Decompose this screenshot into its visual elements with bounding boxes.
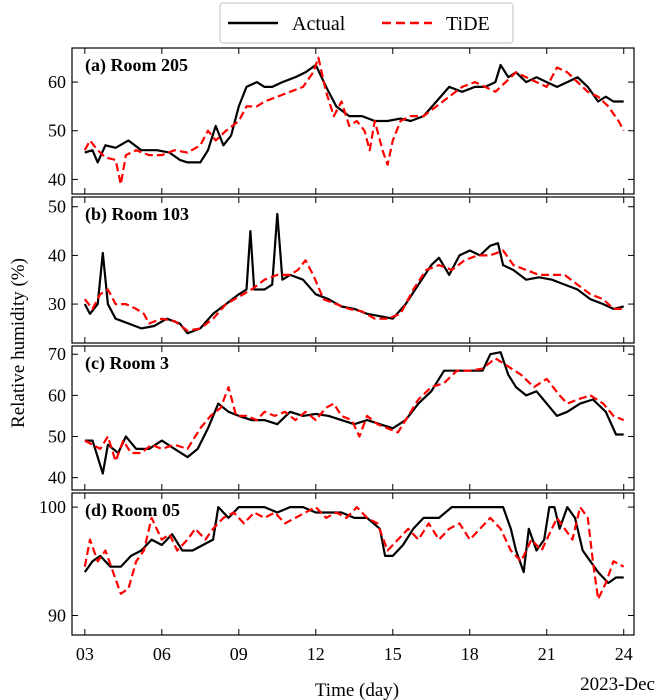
date-label: 2023-Dec: [580, 674, 655, 695]
y-tick-label-3-1: 50: [48, 427, 66, 447]
axes-frame-4: [71, 492, 635, 636]
series-line-actual-3: [84, 351, 624, 475]
y-tick-label-1-0: 40: [48, 169, 66, 189]
axes-frame-2: [71, 196, 635, 344]
y-tick-label-2-0: 30: [48, 294, 66, 314]
y-tick-label-2-2: 50: [48, 197, 66, 217]
series-line-tide-3: [84, 357, 625, 463]
x-tick-label-3: 12: [307, 644, 325, 664]
x-tick-label-0: 03: [76, 644, 94, 664]
panel-title-4: (d) Room 05: [85, 500, 180, 521]
chart-panel-4: 03 06 09 12 15 18 21 24 90 100 (d) Room 05: [39, 492, 635, 664]
x-tick-label-5: 18: [461, 644, 479, 664]
x-axis-label: Time (day): [315, 680, 399, 700]
y-tick-label-1-2: 60: [48, 72, 66, 92]
axes-frame-1: [71, 47, 635, 195]
x-tick-label-7: 24: [615, 644, 633, 664]
series-line-actual-2: [83, 212, 624, 335]
x-tick-label-2: 09: [230, 644, 248, 664]
chart-panel-1: 40 50 60 (a) Room 205: [48, 47, 635, 195]
series-line-actual-4: [83, 506, 624, 585]
series-line-actual-1: [84, 63, 624, 164]
legend: Actual TiDE: [219, 2, 514, 44]
legend-box: [219, 2, 514, 44]
legend-actual-label: Actual: [292, 13, 346, 35]
axes-frame-3: [71, 345, 635, 491]
panels: 40 50 60 (a) Room 205 30 40 50 (b) Room 103 40 50…: [39, 47, 635, 664]
y-tick-label-3-3: 70: [48, 344, 66, 364]
panel-title-2: (b) Room 103: [85, 204, 189, 225]
y-tick-label-3-0: 40: [48, 468, 66, 488]
y-tick-label-3-2: 60: [48, 385, 66, 405]
y-tick-label-4-0: 90: [48, 605, 66, 625]
y-tick-label-2-1: 40: [48, 245, 66, 265]
chart-panel-3: 40 50 60 70 (c) Room 3: [48, 344, 635, 491]
y-tick-label-4-1: 100: [39, 497, 66, 517]
y-axis-label: Relative humidity (%): [8, 258, 29, 428]
x-tick-label-4: 15: [384, 644, 402, 664]
y-tick-label-1-1: 50: [48, 121, 66, 141]
panel-title-1: (a) Room 205: [85, 55, 188, 76]
legend-tide-label: TiDE: [446, 13, 490, 35]
series-line-tide-4: [83, 506, 625, 601]
x-tick-label-6: 21: [538, 644, 556, 664]
x-tick-label-1: 06: [153, 644, 171, 664]
chart-panel-2: 30 40 50 (b) Room 103: [48, 196, 635, 344]
series-line-tide-2: [83, 249, 624, 332]
series-line-tide-1: [83, 56, 625, 186]
panel-title-3: (c) Room 3: [85, 353, 169, 374]
